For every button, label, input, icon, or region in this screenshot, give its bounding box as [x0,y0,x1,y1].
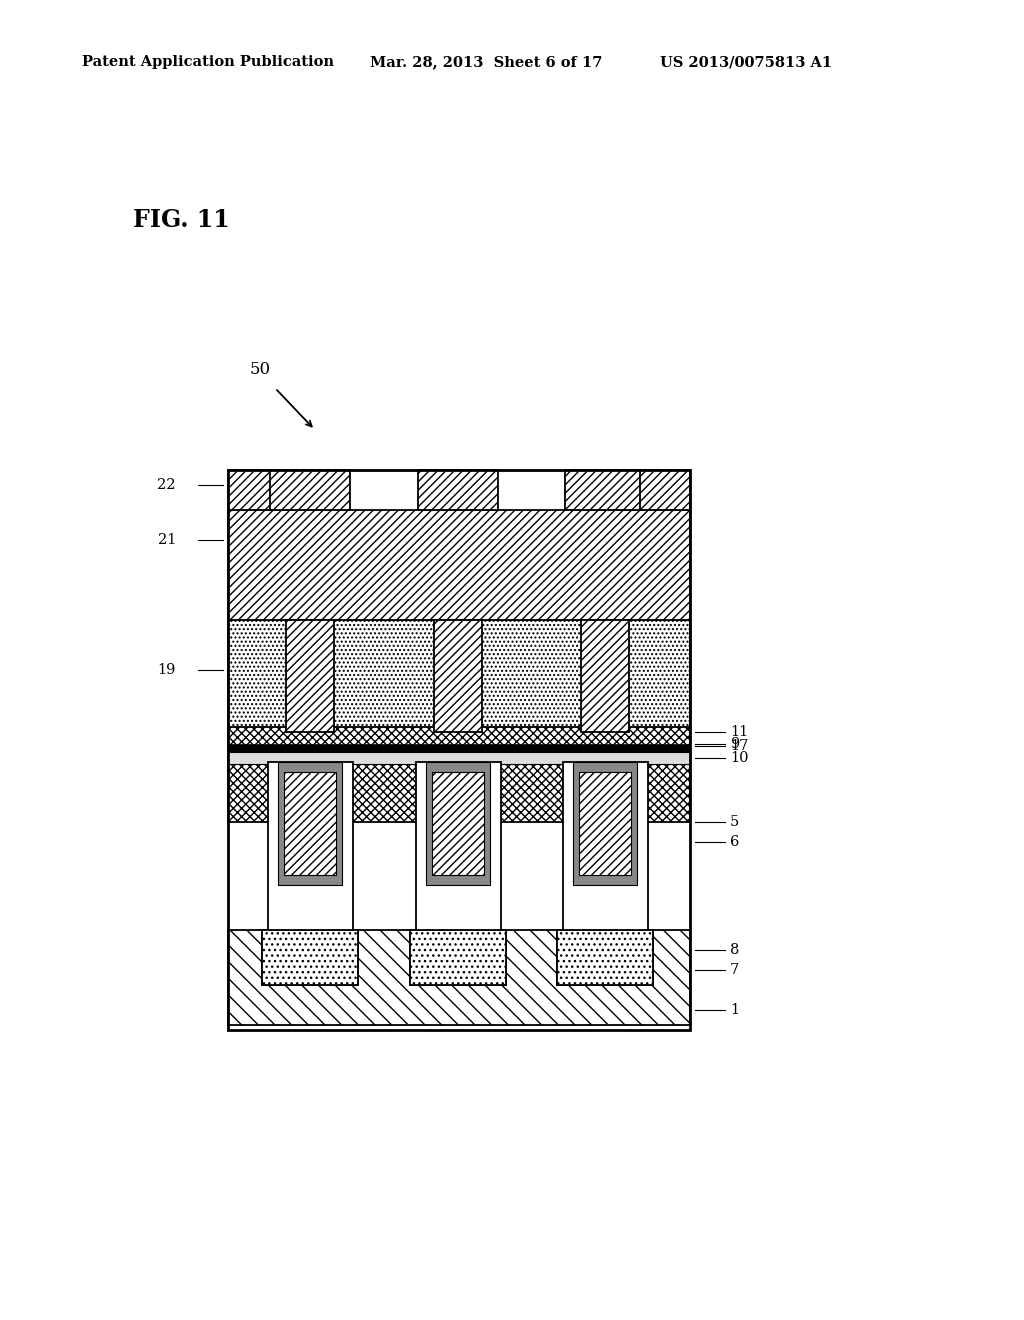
Bar [434,620,482,733]
Bar [278,762,342,884]
Bar [228,727,690,822]
Text: 6: 6 [730,836,739,849]
Bar [416,762,501,931]
Bar [563,762,648,931]
Bar [432,772,484,875]
Text: 19: 19 [158,663,176,677]
Text: Patent Application Publication: Patent Application Publication [82,55,334,69]
Text: 50: 50 [250,362,271,379]
Bar [286,620,334,733]
Text: 5: 5 [730,814,739,829]
Bar [426,762,490,884]
Bar [262,931,358,985]
Text: 22: 22 [158,478,176,492]
Bar [579,772,631,875]
Bar [228,752,690,764]
Bar [557,931,653,985]
Text: 17: 17 [730,739,749,752]
Text: 11: 11 [730,725,749,739]
Bar [573,762,637,884]
Bar [228,510,690,620]
Bar [581,620,629,733]
Text: 21: 21 [158,533,176,546]
Bar [640,470,690,510]
Bar [228,620,690,733]
Bar [284,772,336,875]
Bar [557,931,653,985]
Text: 10: 10 [730,751,749,766]
Bar [262,931,358,985]
Bar [565,470,645,510]
Text: 8: 8 [730,942,739,957]
Text: 7: 7 [730,964,739,977]
Bar [410,931,506,985]
Text: Mar. 28, 2013  Sheet 6 of 17: Mar. 28, 2013 Sheet 6 of 17 [370,55,602,69]
Bar [410,931,506,985]
Bar [268,762,353,931]
Text: 1: 1 [730,1003,739,1016]
Text: 9: 9 [730,737,739,751]
Bar [228,470,278,510]
Bar [228,931,690,1026]
Bar [270,470,350,510]
Text: US 2013/0075813 A1: US 2013/0075813 A1 [660,55,833,69]
Bar [228,470,690,1030]
Bar [418,470,498,510]
Bar [228,744,690,752]
Text: FIG. 11: FIG. 11 [133,209,229,232]
